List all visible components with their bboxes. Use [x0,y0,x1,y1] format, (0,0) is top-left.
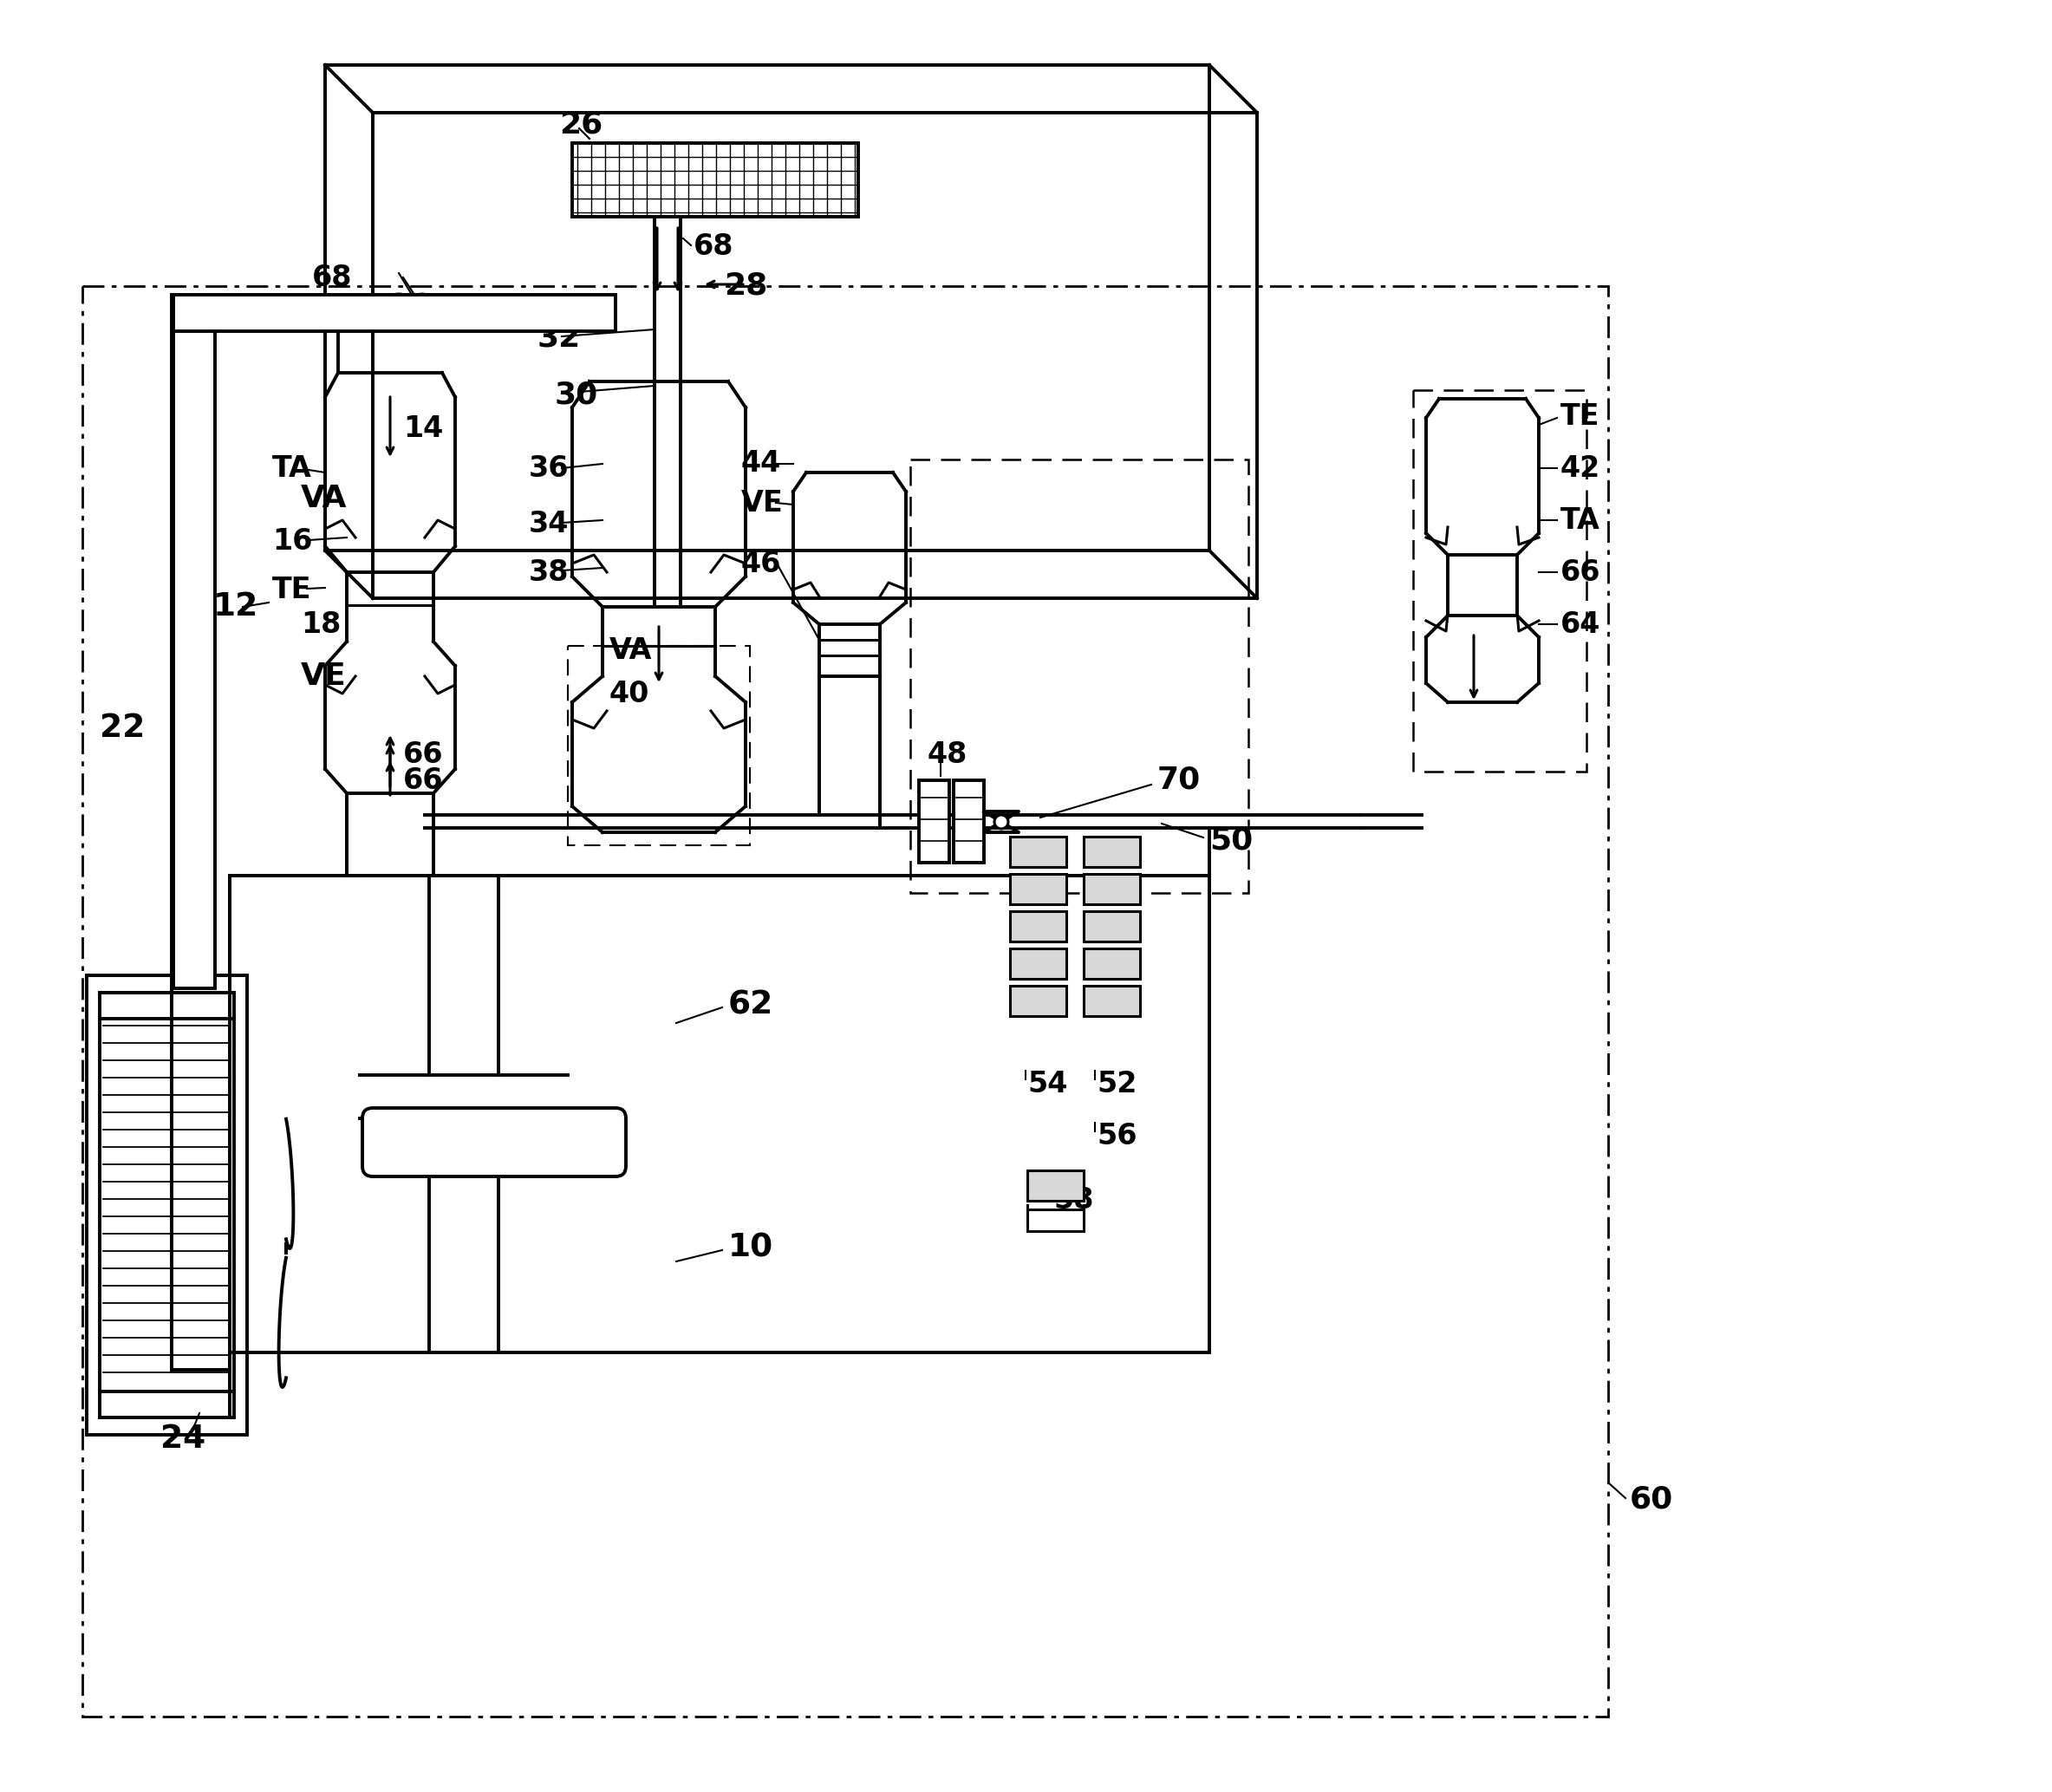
Text: 44: 44 [741,450,782,478]
Text: TA: TA [1560,505,1601,534]
FancyBboxPatch shape [363,1107,626,1177]
Bar [373,113,1258,599]
Text: 68: 68 [694,233,735,262]
Text: 60: 60 [1629,1486,1672,1514]
Bar [172,294,616,332]
Text: TE: TE [1560,401,1601,430]
Bar [1010,986,1067,1016]
Bar [1083,874,1141,905]
Text: 14: 14 [402,414,443,443]
Text: 10: 10 [728,1233,774,1263]
Text: 32: 32 [538,323,581,353]
Text: 34: 34 [529,511,568,539]
Bar [86,975,246,1435]
Bar [954,780,985,862]
Text: 66: 66 [1560,557,1601,586]
Text: 26: 26 [558,109,603,138]
Text: 30: 30 [554,380,599,409]
Bar [1083,986,1141,1016]
Bar [172,294,215,989]
Bar [1083,910,1141,941]
Text: 52: 52 [1096,1070,1137,1098]
Text: 58: 58 [1053,1186,1094,1215]
Text: TA: TA [273,453,312,482]
Bar [1083,948,1141,978]
Bar [911,459,1248,892]
Text: 46: 46 [741,548,782,577]
Text: 54: 54 [1028,1070,1067,1098]
Text: 16: 16 [273,527,312,556]
Bar [573,143,858,217]
Bar [1010,837,1067,867]
Bar [230,876,1209,1353]
Text: TE: TE [273,575,312,604]
Bar [568,645,749,846]
Bar [1010,874,1067,905]
Text: 38: 38 [529,557,568,586]
Text: 22: 22 [101,713,146,744]
Bar [1010,910,1067,941]
Bar [101,1018,234,1391]
Text: 40: 40 [609,679,650,708]
Bar [1010,948,1067,978]
Text: VE: VE [302,661,347,692]
Bar [1083,837,1141,867]
Text: 56: 56 [1096,1122,1137,1150]
Text: 62: 62 [728,989,774,1021]
Bar [82,287,1609,1717]
Text: 68: 68 [312,263,353,292]
Text: VA: VA [609,636,653,665]
Text: VE: VE [741,489,784,518]
Bar [919,780,950,862]
Bar [1028,1170,1083,1201]
Text: 48: 48 [928,740,969,769]
Text: 20: 20 [388,292,433,323]
Text: 28: 28 [724,271,767,301]
Text: 66: 66 [402,740,443,769]
Text: 12: 12 [213,591,259,622]
Text: 36: 36 [529,453,568,482]
Text: 24: 24 [160,1423,205,1455]
Text: 18: 18 [302,609,341,638]
Text: 20: 20 [394,305,441,337]
Circle shape [995,815,1008,830]
Text: 64: 64 [1560,609,1601,638]
Text: VA: VA [302,484,347,513]
Text: 66: 66 [402,765,443,794]
Bar [1414,391,1586,772]
Text: 42: 42 [1560,453,1601,482]
Text: 50: 50 [1209,826,1254,857]
Text: 70: 70 [1157,765,1200,796]
